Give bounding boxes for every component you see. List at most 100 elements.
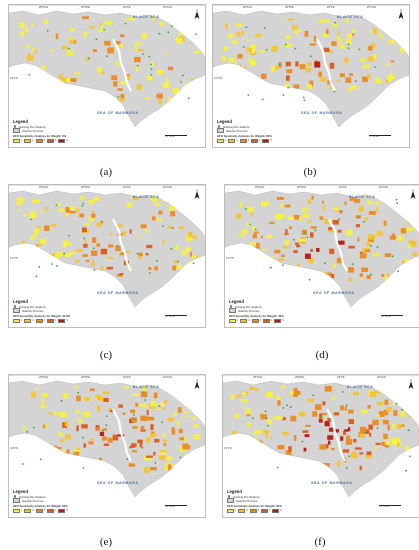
lon-label: 29°10'E	[367, 6, 377, 9]
hazard-cell	[26, 268, 30, 271]
fire-station-marker	[177, 260, 179, 263]
hazard-cell	[302, 207, 306, 212]
hazard-cell	[52, 445, 58, 452]
fire-station-marker	[32, 426, 35, 429]
hazard-cell	[126, 76, 131, 80]
fire-station-marker	[182, 74, 184, 77]
hazard-cell	[405, 205, 409, 208]
hazard-cell	[304, 434, 310, 438]
fire-station-marker	[395, 198, 398, 201]
hazard-cell	[293, 250, 298, 254]
hazard-cell	[153, 452, 156, 456]
fire-station-marker	[309, 55, 312, 57]
fire-station-marker	[363, 432, 366, 434]
fire-station-marker	[106, 55, 108, 58]
legend-title: Legend	[227, 488, 242, 494]
hazard-cell	[367, 200, 372, 205]
hazard-cell	[179, 437, 186, 441]
hazard-cell	[273, 416, 279, 420]
hazard-cell	[328, 427, 335, 432]
hazard-cell	[384, 275, 387, 282]
hazard-cell	[381, 441, 387, 446]
fire-station-marker	[167, 31, 170, 34]
hazard-cell	[118, 98, 125, 102]
fire-station-marker	[142, 53, 145, 55]
hazard-cell	[367, 404, 371, 409]
hazard-cell	[381, 274, 385, 277]
hazard-cell	[57, 447, 62, 450]
hazard-cell	[238, 234, 244, 237]
hazard-cell	[366, 275, 371, 280]
lat-label: 41°0'N	[224, 447, 232, 450]
hazard-cell	[152, 15, 155, 21]
hazard-cell	[41, 65, 46, 70]
hazard-cell	[91, 213, 96, 218]
hazard-cell	[136, 84, 142, 91]
hazard-cell	[46, 97, 49, 102]
hazard-cell	[309, 98, 317, 105]
hazard-cell	[229, 77, 236, 82]
hazard-cell	[147, 75, 153, 81]
hazard-cell	[299, 217, 303, 221]
fire-station-marker	[170, 247, 173, 250]
legend-item-stations: Existing Fire Stations	[13, 125, 87, 129]
hazard-cell	[254, 388, 259, 391]
hazard-cell	[167, 225, 173, 229]
fire-station-marker	[93, 269, 96, 271]
hazard-cell	[114, 40, 121, 45]
hazard-cell	[100, 222, 103, 226]
hazard-cell	[339, 73, 345, 78]
hazard-cell	[124, 18, 128, 21]
hazard-cell	[344, 406, 347, 411]
hazard-cell	[364, 249, 371, 252]
legend-subtitle: HFO Sensitivity Analysis for Weight: 60%	[227, 503, 282, 508]
hazard-cell	[137, 439, 143, 444]
hazard-cell	[38, 242, 42, 247]
hazard-cell	[277, 445, 285, 450]
hazard-cell	[392, 233, 395, 240]
fire-station-marker	[265, 48, 268, 51]
lon-label: 28°40'E	[243, 6, 253, 9]
class-4: 4	[251, 138, 260, 143]
class-2: 2	[238, 508, 248, 513]
hazard-cell	[359, 465, 362, 471]
hazard-cell	[150, 400, 156, 407]
hazard-cell	[344, 57, 349, 64]
hazard-cell	[352, 33, 355, 36]
hazard-cell	[392, 424, 395, 430]
hazard-cell	[303, 213, 310, 219]
map-panel-e: 28°40'E 28°50'E 29°0'E 29°10'E 41°0'N BL…	[8, 374, 206, 518]
legend-title: Legend	[13, 298, 28, 304]
hazard-cell	[134, 56, 141, 63]
hazard-cell	[383, 419, 389, 425]
legend: Legend Existing Fire Stations Istanbul P…	[13, 119, 87, 143]
hazard-cell	[135, 66, 139, 72]
hazard-cell	[336, 257, 344, 264]
hazard-cell	[376, 76, 379, 83]
fire-station-marker	[158, 32, 161, 35]
hazard-cell	[168, 198, 172, 201]
hazard-cell	[73, 449, 81, 453]
class-2: 2	[24, 508, 34, 513]
hazard-cell	[119, 43, 123, 48]
hazard-cell	[349, 197, 357, 201]
hazard-cell	[255, 261, 260, 267]
hazard-cell	[106, 275, 110, 280]
hazard-cell	[357, 237, 360, 242]
hazard-cell	[325, 443, 329, 449]
fire-station-marker	[320, 415, 323, 418]
fire-station-marker	[395, 402, 398, 405]
hazard-cell	[323, 34, 328, 38]
hazard-cell	[107, 47, 114, 54]
fire-station-marker	[373, 66, 376, 68]
hazard-cell	[17, 209, 20, 212]
hazard-cell	[231, 437, 236, 441]
hazard-cell	[323, 19, 330, 23]
lon-label: 28°40'E	[39, 6, 49, 9]
fire-station-marker	[254, 228, 257, 231]
fire-station-marker	[68, 47, 70, 50]
hazard-cell	[320, 77, 327, 82]
hazard-cell	[245, 409, 251, 415]
hazard-cell	[310, 466, 316, 473]
hazard-cell	[100, 25, 104, 32]
